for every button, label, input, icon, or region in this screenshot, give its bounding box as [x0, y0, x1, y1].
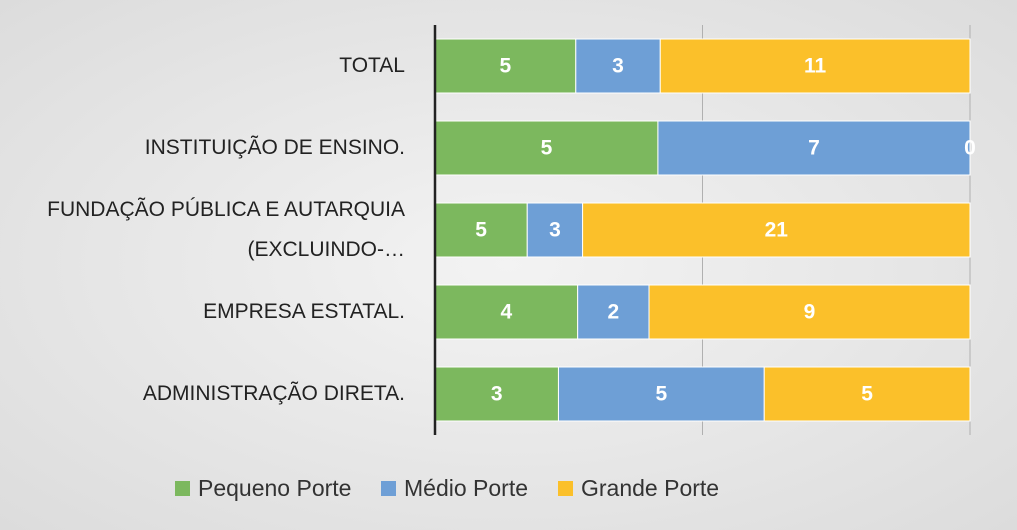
- bar-segment: [659, 38, 971, 94]
- category-label: FUNDAÇÃO PÚBLICA E AUTARQUIA (EXCLUINDO-…: [47, 198, 405, 261]
- legend-swatch: [381, 481, 396, 496]
- data-label: 21: [765, 219, 789, 242]
- data-label: 5: [475, 219, 487, 242]
- data-label: 9: [804, 301, 816, 324]
- bar-segment: [763, 366, 971, 422]
- bar-segment: [526, 202, 584, 258]
- data-label: 5: [541, 137, 553, 160]
- legend-label: Pequeno Porte: [198, 475, 352, 501]
- category-label: INSTITUIÇÃO DE ENSINO.: [144, 136, 405, 159]
- legend-swatch: [558, 481, 573, 496]
- legend-label: Médio Porte: [404, 475, 529, 501]
- category-label: TOTAL: [339, 54, 405, 77]
- legend-swatch: [175, 481, 190, 496]
- data-label: 3: [549, 219, 561, 242]
- data-label: 0: [964, 137, 976, 160]
- data-label: 3: [491, 383, 503, 406]
- legend-item: Pequeno Porte: [175, 475, 351, 502]
- bar-segment: [557, 366, 765, 422]
- legend-item: Grande Porte: [558, 475, 719, 502]
- bar-segment: [434, 202, 528, 258]
- bar-segment: [434, 366, 559, 422]
- bar-segment: [577, 284, 650, 340]
- data-label: 11: [804, 55, 827, 78]
- data-label: 5: [861, 383, 873, 406]
- bar-segment: [434, 38, 577, 94]
- legend-item: Médio Porte: [381, 475, 528, 502]
- data-label: 4: [500, 301, 512, 324]
- data-label: 2: [607, 301, 619, 324]
- bar-segment: [657, 120, 971, 176]
- data-label: 5: [500, 55, 512, 78]
- category-label: ADMINISTRAÇÃO DIRETA.: [142, 382, 405, 405]
- bar-segment: [648, 284, 971, 340]
- legend-label: Grande Porte: [581, 475, 720, 501]
- data-label: 3: [612, 55, 624, 78]
- category-label: EMPRESA ESTATAL.: [203, 300, 405, 323]
- data-label: 7: [808, 137, 820, 160]
- data-label: 5: [656, 383, 668, 406]
- bar-segment: [582, 202, 971, 258]
